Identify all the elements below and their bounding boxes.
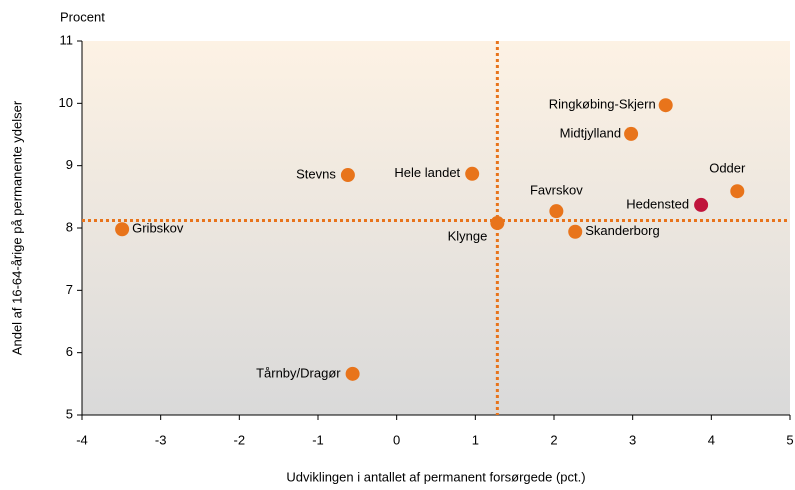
point-label: Odder (709, 161, 746, 176)
plot-area (82, 41, 790, 415)
x-axis-label: Udviklingen i antallet af permanent fors… (286, 469, 585, 484)
x-tick-label: -4 (76, 432, 88, 447)
point (694, 197, 709, 212)
x-tick-label: -3 (155, 432, 167, 447)
x-tick-label: -1 (312, 432, 324, 447)
y-tick-label: 6 (66, 344, 73, 359)
point (549, 204, 564, 219)
y-tick-label: 7 (66, 282, 73, 297)
point-label: Midtjylland (560, 125, 621, 140)
y-tick-label: 9 (66, 157, 73, 172)
x-tick-label: 4 (708, 432, 715, 447)
y-tick-label: 10 (59, 95, 73, 110)
x-tick-label: -2 (234, 432, 246, 447)
point-label: Skanderborg (585, 223, 659, 238)
y-tick-label: 5 (66, 406, 73, 421)
x-tick-label: 0 (393, 432, 400, 447)
x-tick-label: 1 (472, 432, 479, 447)
y-tick-label: 11 (60, 32, 74, 47)
point-label: Gribskov (132, 221, 184, 236)
x-tick-label: 5 (786, 432, 793, 447)
point (340, 168, 355, 183)
y-tick-label: 8 (66, 219, 73, 234)
x-tick-label: 2 (550, 432, 557, 447)
point-label: Hedensted (626, 196, 689, 211)
point (624, 126, 639, 141)
point (568, 224, 583, 239)
point-label: Ringkøbing-Skjern (549, 97, 656, 112)
point (658, 98, 673, 113)
point (730, 184, 745, 199)
point-label: Klynge (448, 228, 488, 243)
y-unit-label: Procent (60, 9, 105, 24)
x-tick-label: 3 (629, 432, 636, 447)
point (490, 216, 505, 231)
point (115, 222, 130, 237)
point-label: Favrskov (530, 183, 583, 198)
y-axis-label: Andel af 16-64-årige på permanente ydels… (9, 100, 24, 355)
point (465, 166, 480, 181)
point-label: Hele landet (394, 165, 460, 180)
point-label: Stevns (296, 166, 336, 181)
point (345, 366, 360, 381)
point-label: Tårnby/Dragør (256, 365, 341, 380)
